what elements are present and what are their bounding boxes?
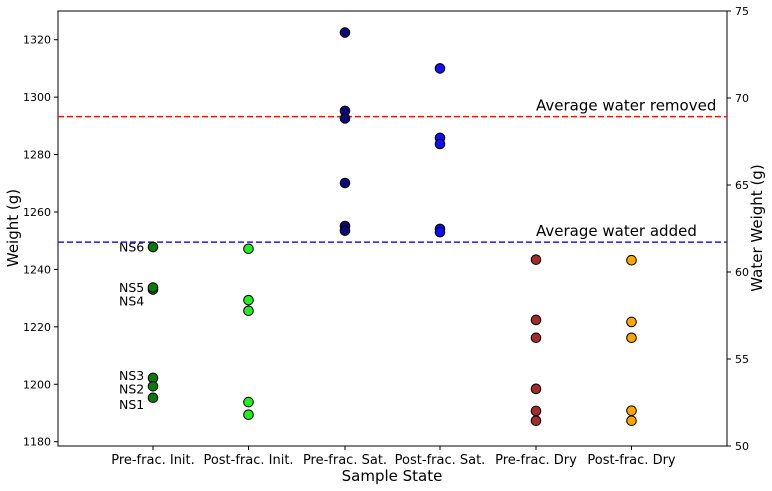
data-point [434,138,446,150]
y2-tick-label: 75 [735,5,749,18]
y2-tick-label: 60 [735,266,749,279]
y2-tick-label: 70 [735,92,749,105]
x-axis-ticks: Pre-frac. Init. Post-frac. Init. Pre-frac.… [111,446,676,468]
data-point [147,380,159,392]
reference-lines: Average water removed Average water added [58,97,727,243]
x-tick-label: Pre-frac. Sat. [303,453,387,468]
y2-tick-label: 50 [735,440,749,453]
x-tick-label: Pre-frac. Init. [111,453,195,468]
y2-tick-label: 65 [735,179,749,192]
y2-tick-label: 55 [735,353,749,366]
y-tick-label: 1240 [23,263,51,276]
y-tick-label: 1280 [23,149,51,162]
data-point [339,113,351,124]
y-tick-label: 1300 [23,91,51,104]
data-point [147,241,159,253]
y-tick-label: 1200 [23,378,51,391]
data-point [339,27,351,38]
x-tick-label: Pre-frac. Dry [495,453,577,468]
y-tick-label: 1260 [23,206,51,219]
y-tick-label: 1180 [23,436,51,449]
data-point [243,409,254,421]
right-axis-ticks: 50 55 60 65 70 75 [727,5,749,453]
sample-label: NS6 [119,240,144,255]
x-axis-title: Sample State [342,467,443,485]
reference-line-label: Average water added [536,222,697,240]
data-point [339,225,351,236]
sample-label: NS3 [119,368,144,383]
data-point [530,405,542,417]
data-point [147,282,159,293]
data-points [147,27,637,427]
data-point [626,316,637,328]
data-point [530,254,542,265]
x-tick-label: Post-frac. Dry [587,453,676,468]
y-axis-title: Weight (g) [4,189,22,267]
data-point [147,392,159,404]
y2-axis-title: Water Weight (g) [748,164,766,291]
reference-line-label: Average water removed [536,97,716,115]
plot-area [57,10,728,447]
sample-label: NS1 [119,397,144,412]
sample-label: NS5 [119,280,144,295]
data-point [530,415,542,427]
data-point [530,332,542,344]
data-point [626,332,637,344]
x-tick-label: Post-frac. Sat. [395,453,486,468]
data-point [530,383,542,395]
data-point [243,243,254,255]
data-point [626,254,637,266]
sample-label: NS2 [119,382,144,397]
data-point [626,405,637,416]
data-point [243,294,254,306]
data-point [434,226,446,238]
data-point [243,305,254,317]
data-point [434,63,446,74]
data-point [243,396,254,408]
data-point [626,415,637,427]
y-tick-label: 1320 [23,34,51,47]
sample-label: NS4 [119,294,144,309]
y-tick-label: 1220 [23,321,51,334]
x-tick-label: Post-frac. Init. [203,453,293,468]
data-point [530,314,542,326]
data-point [339,177,351,189]
left-axis-ticks: 1180 1200 1220 1240 1260 1280 1300 1320 [23,34,58,449]
